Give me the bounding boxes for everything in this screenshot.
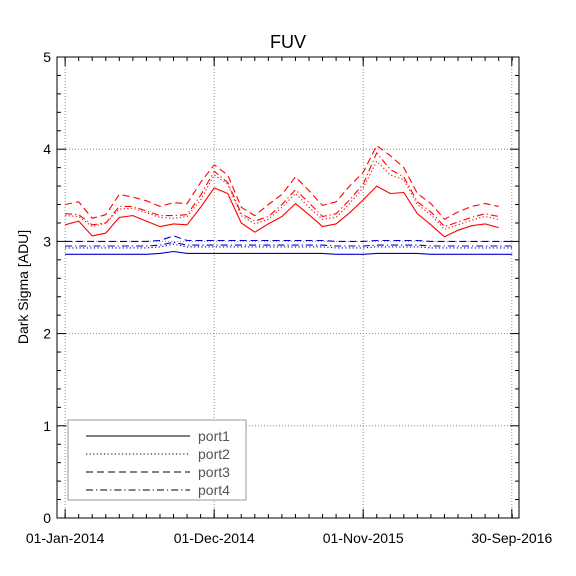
y-tick-label: 1 — [43, 418, 51, 434]
legend-label-port1: port1 — [198, 428, 230, 444]
legend-label-port4: port4 — [198, 482, 230, 498]
x-tick-label: 30-Sep-2016 — [471, 530, 552, 546]
legend-label-port3: port3 — [198, 464, 230, 480]
legend: port1 port2 port3 port4 — [67, 419, 247, 501]
y-axis-label: Dark Sigma [ADU] — [15, 230, 31, 344]
series-red-port2-line — [65, 160, 499, 230]
x-tick-label: 01-Nov-2015 — [323, 530, 404, 546]
y-tick-label: 4 — [43, 141, 51, 157]
series-blue-port1-line — [65, 250, 513, 255]
plot-frame — [56, 56, 520, 519]
axes: 0 1 2 3 4 5 01-Jan-2014 01-Dec-2014 01-Nov-2015 3… — [26, 49, 553, 546]
series-red-port4-line — [65, 152, 499, 228]
x-tick-label: 01-Dec-2014 — [174, 530, 255, 546]
series-blue-port2-line — [65, 243, 513, 249]
y-tick-label: 5 — [43, 49, 51, 65]
y-tick-label: 0 — [43, 510, 51, 526]
chart-title: FUV — [270, 32, 306, 52]
series-blue-port3-line — [65, 235, 513, 242]
series-blue-port4-line — [65, 241, 513, 247]
legend-label-port2: port2 — [198, 446, 230, 462]
legend-box — [67, 419, 247, 501]
y-tick-label: 2 — [43, 326, 51, 342]
series-layer — [64, 144, 513, 255]
series-red-port3-line — [64, 144, 499, 220]
x-tick-label: 01-Jan-2014 — [26, 530, 105, 546]
y-tick-label: 3 — [43, 233, 51, 249]
series-red-port1-line — [64, 185, 499, 238]
